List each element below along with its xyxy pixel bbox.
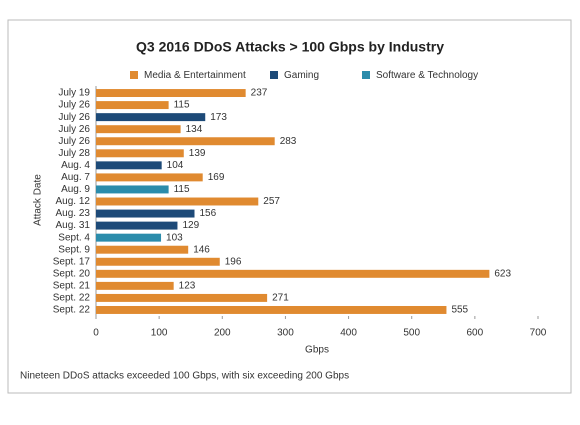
value-label: 156 xyxy=(200,208,217,219)
x-tick-label: 0 xyxy=(93,328,99,339)
value-label: 237 xyxy=(251,88,268,99)
legend-label: Media & Entertainment xyxy=(144,70,246,81)
value-label: 139 xyxy=(189,148,206,159)
legend-swatch xyxy=(130,71,138,79)
y-tick-label: Sept. 9 xyxy=(58,244,90,255)
x-tick-label: 600 xyxy=(467,328,484,339)
bar xyxy=(96,209,195,218)
value-label: 134 xyxy=(186,124,203,135)
x-tick-label: 500 xyxy=(403,328,420,339)
bar xyxy=(96,161,162,170)
bar xyxy=(96,113,206,122)
bar xyxy=(96,281,174,290)
y-tick-label: Sept. 17 xyxy=(53,256,91,267)
y-tick-label: July 19 xyxy=(58,88,90,99)
legend-swatch xyxy=(270,71,278,79)
y-tick-label: July 28 xyxy=(58,148,90,159)
y-tick-label: Sept. 22 xyxy=(53,305,91,316)
x-tick-label: 200 xyxy=(214,328,231,339)
chart-title: Q3 2016 DDoS Attacks > 100 Gbps by Indus… xyxy=(136,39,444,55)
legend-label: Software & Technology xyxy=(376,70,478,81)
y-tick-label: July 26 xyxy=(58,136,90,147)
bar xyxy=(96,245,189,254)
y-tick-label: Sept. 22 xyxy=(53,293,91,304)
value-label: 115 xyxy=(174,184,190,195)
y-tick-label: Aug. 23 xyxy=(56,208,91,219)
bar xyxy=(96,137,275,146)
bar xyxy=(96,293,268,302)
footnote: Nineteen DDoS attacks exceeded 100 Gbps,… xyxy=(20,371,349,382)
bar xyxy=(96,125,181,134)
bar xyxy=(96,305,447,314)
value-label: 173 xyxy=(210,112,227,123)
bar xyxy=(96,101,169,110)
chart-frame xyxy=(7,19,572,394)
value-label: 129 xyxy=(182,220,199,231)
value-label: 623 xyxy=(494,268,511,279)
value-label: 283 xyxy=(280,136,297,147)
x-tick-label: 400 xyxy=(340,328,357,339)
y-tick-label: Sept. 21 xyxy=(53,281,91,292)
value-label: 104 xyxy=(167,160,184,171)
legend-swatch xyxy=(362,71,370,79)
y-tick-label: Aug. 9 xyxy=(61,184,90,195)
bar xyxy=(96,197,259,206)
value-label: 115 xyxy=(174,100,190,111)
x-tick-label: 300 xyxy=(277,328,294,339)
y-tick-label: Aug. 7 xyxy=(61,172,90,183)
y-tick-label: Aug. 4 xyxy=(61,160,90,171)
y-axis-label: Attack Date xyxy=(33,174,44,226)
x-tick-label: 700 xyxy=(530,328,547,339)
bar xyxy=(96,257,220,266)
value-label: 146 xyxy=(193,244,210,255)
y-tick-label: Sept. 20 xyxy=(53,268,91,279)
y-tick-label: Aug. 12 xyxy=(56,196,91,207)
bar xyxy=(96,149,184,158)
legend-label: Gaming xyxy=(284,70,319,81)
y-tick-label: Sept. 4 xyxy=(58,232,90,243)
bar xyxy=(96,89,246,98)
bar xyxy=(96,185,169,194)
value-label: 169 xyxy=(208,172,225,183)
value-label: 103 xyxy=(166,232,183,243)
x-axis-label: Gbps xyxy=(305,345,329,356)
bar xyxy=(96,233,162,242)
value-label: 271 xyxy=(272,293,289,304)
bar xyxy=(96,221,178,230)
bar xyxy=(96,173,203,182)
y-tick-label: July 26 xyxy=(58,100,90,111)
y-tick-label: Aug. 31 xyxy=(56,220,91,231)
y-tick-label: July 26 xyxy=(58,124,90,135)
bar xyxy=(96,269,490,278)
value-label: 257 xyxy=(263,196,280,207)
value-label: 196 xyxy=(225,256,242,267)
y-tick-label: July 26 xyxy=(58,112,90,123)
value-label: 555 xyxy=(451,305,468,316)
value-label: 123 xyxy=(179,281,196,292)
x-tick-label: 100 xyxy=(151,328,168,339)
